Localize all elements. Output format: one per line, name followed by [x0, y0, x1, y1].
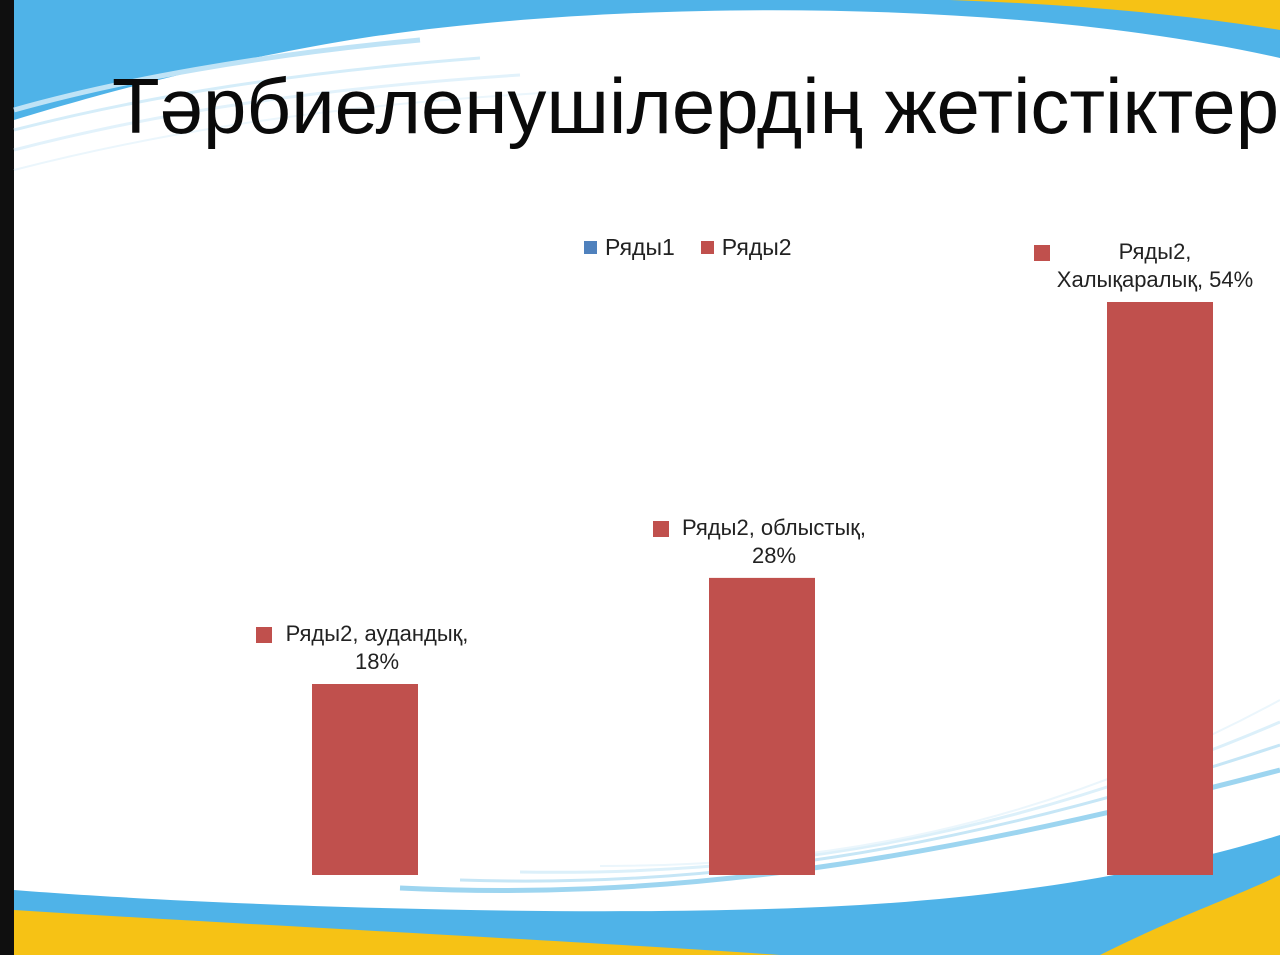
data-label-swatch: [256, 627, 272, 643]
chart-legend: Ряды1 Ряды2: [584, 234, 818, 261]
data-label-swatch: [1034, 245, 1050, 261]
data-label-halykaralyk: Ряды2, Халықаралық, 54%: [1030, 238, 1280, 294]
data-label-line2: 28%: [751, 542, 797, 568]
bar-аудандық: [312, 684, 418, 875]
data-label-line1: Ряды2,: [1118, 239, 1192, 264]
legend-label-series-1: Ряды1: [605, 234, 675, 260]
legend-swatch-series-1: [584, 241, 597, 254]
data-label-line2: 18%: [354, 649, 400, 674]
data-label-line1: Ряды2, аудандық,: [285, 621, 469, 646]
legend-label-series-2: Ряды2: [721, 234, 792, 260]
bar-Халықаралық: [1107, 302, 1213, 875]
data-label-line1: Ряды2, облыстық,: [681, 514, 867, 540]
bar-облыстық: [709, 577, 815, 875]
data-label-aundandyk: Ряды2, аудандық, 18%: [252, 620, 502, 676]
data-label-swatch: [653, 520, 669, 537]
data-label-line2: Халықаралық, 54%: [1056, 267, 1254, 292]
legend-item-series-1: Ряды1: [584, 234, 675, 261]
legend-swatch-series-2: [700, 241, 714, 254]
data-label-oblystyk: Ряды2, облыстық, 28%: [649, 514, 899, 570]
chart-title: Тәрбиеленушілердің жетістіктері: [112, 62, 1280, 150]
legend-item-series-2: Ряды2: [700, 234, 792, 261]
